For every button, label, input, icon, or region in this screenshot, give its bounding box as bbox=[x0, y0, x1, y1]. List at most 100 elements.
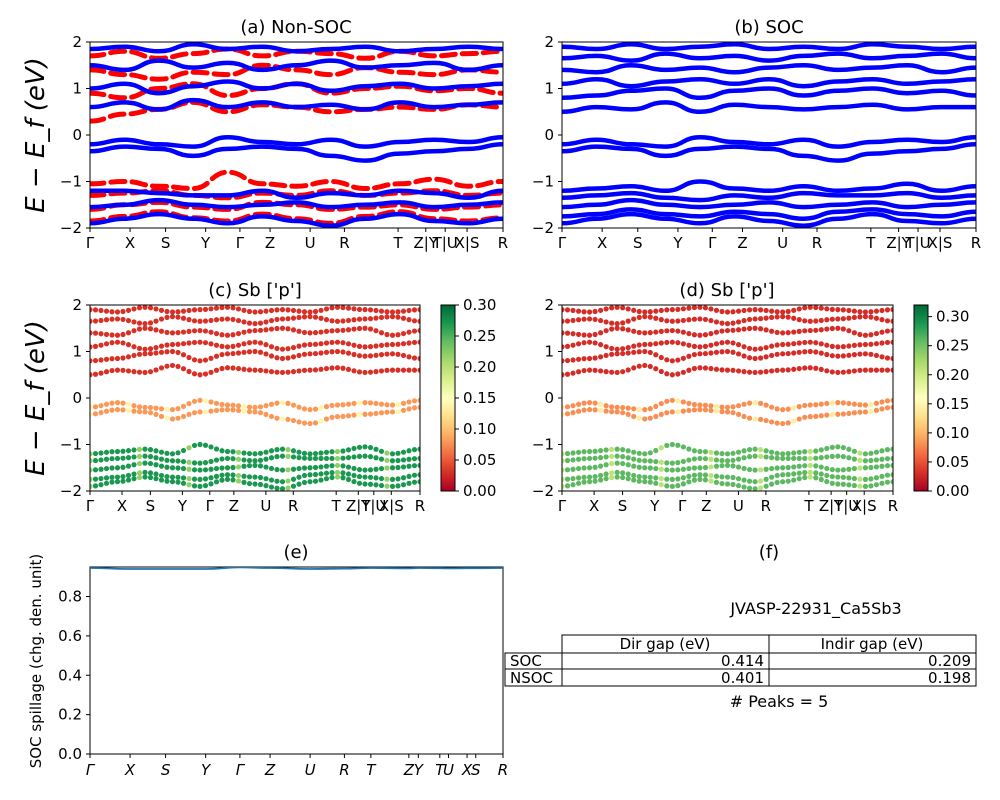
band-line bbox=[562, 179, 976, 194]
projected-band-point bbox=[230, 343, 236, 349]
projected-band-point bbox=[395, 401, 401, 408]
panelC-xtick-label: R bbox=[288, 497, 298, 515]
projected-band-point bbox=[312, 455, 319, 462]
projected-band-point bbox=[224, 407, 231, 413]
projected-band-point bbox=[609, 446, 615, 452]
projected-band-point bbox=[802, 328, 808, 334]
projected-band-point bbox=[741, 484, 747, 490]
panelD-xtick-label: Γ bbox=[678, 497, 687, 515]
projected-band-point bbox=[114, 407, 121, 413]
projected-band-point bbox=[829, 343, 835, 349]
projected-band-point bbox=[791, 315, 797, 321]
projected-band-point bbox=[741, 448, 747, 454]
projected-band-point bbox=[614, 469, 620, 475]
projected-band-point bbox=[598, 307, 604, 313]
projected-band-point bbox=[873, 367, 880, 373]
projected-band-point bbox=[835, 307, 841, 313]
projected-band-point bbox=[186, 466, 192, 472]
projected-band-point bbox=[389, 309, 396, 315]
projected-band-point bbox=[285, 485, 291, 491]
projected-band-point bbox=[356, 353, 363, 359]
projected-band-point bbox=[186, 368, 192, 375]
projected-band-point bbox=[664, 476, 670, 482]
projected-band-point bbox=[592, 478, 598, 484]
projected-band-point bbox=[846, 400, 852, 407]
projected-band-point bbox=[614, 346, 620, 352]
projected-band-point bbox=[636, 473, 642, 480]
projected-band-point bbox=[268, 317, 275, 324]
projected-band-point bbox=[136, 305, 143, 311]
projected-band-point bbox=[857, 450, 863, 456]
projected-band-point bbox=[581, 367, 587, 374]
panel-c-title: (c) Sb ['p'] bbox=[208, 280, 302, 301]
projected-band-point bbox=[340, 365, 346, 371]
projected-band-point bbox=[791, 418, 797, 424]
projected-band-point bbox=[208, 369, 214, 375]
projected-band-point bbox=[702, 464, 709, 471]
projected-band-point bbox=[586, 400, 593, 406]
projected-band-point bbox=[98, 370, 104, 376]
projected-band-point bbox=[257, 457, 264, 463]
projected-band-point bbox=[213, 400, 220, 406]
projected-band-point bbox=[564, 371, 571, 377]
projected-band-point bbox=[857, 342, 863, 348]
projected-band-point bbox=[213, 342, 220, 348]
projected-band-point bbox=[730, 463, 736, 469]
projected-band-point bbox=[164, 473, 170, 480]
projected-band-point bbox=[268, 344, 275, 350]
projected-band-point bbox=[356, 473, 363, 480]
projected-band-point bbox=[625, 306, 631, 312]
band-line bbox=[562, 63, 976, 75]
projected-band-point bbox=[312, 350, 319, 357]
projected-band-point bbox=[285, 453, 291, 459]
projected-band-point bbox=[785, 314, 791, 320]
projected-band-point bbox=[857, 476, 863, 482]
projected-band-point bbox=[614, 404, 620, 410]
projected-band-point bbox=[114, 474, 121, 480]
projected-band-point bbox=[807, 469, 813, 475]
projected-band-point bbox=[669, 476, 675, 482]
projected-band-point bbox=[730, 367, 736, 373]
projected-band-point bbox=[378, 314, 385, 321]
projected-band-point bbox=[384, 457, 390, 463]
projected-band-point bbox=[92, 467, 99, 473]
projected-band-point bbox=[186, 354, 192, 361]
projected-band-point bbox=[851, 308, 857, 314]
projected-band-point bbox=[351, 368, 357, 374]
projected-band-point bbox=[406, 473, 412, 479]
projected-band-point bbox=[98, 466, 104, 472]
projected-band-point bbox=[631, 365, 637, 371]
projected-band-point bbox=[208, 481, 214, 487]
projected-band-point bbox=[345, 317, 352, 324]
projected-band-point bbox=[669, 358, 675, 364]
panelA-ytick-label: −2 bbox=[60, 219, 82, 237]
projected-band-point bbox=[323, 404, 330, 410]
projected-band-point bbox=[636, 349, 642, 355]
projected-band-point bbox=[570, 450, 576, 456]
projected-band-point bbox=[180, 413, 187, 420]
projected-band-point bbox=[334, 305, 341, 310]
projected-band-point bbox=[697, 316, 703, 322]
projected-band-point bbox=[131, 408, 137, 414]
panelD-xtick-label: Y bbox=[649, 497, 660, 515]
projected-band-point bbox=[873, 352, 880, 359]
projected-band-point bbox=[367, 353, 374, 359]
projected-band-point bbox=[586, 407, 593, 413]
projected-band-point bbox=[395, 450, 401, 456]
projected-band-point bbox=[301, 479, 308, 486]
projected-band-point bbox=[92, 330, 99, 336]
projected-band-point bbox=[235, 449, 242, 455]
projected-band-point bbox=[691, 316, 698, 322]
projected-band-point bbox=[719, 450, 725, 457]
projected-band-point bbox=[191, 318, 198, 324]
projected-band-point bbox=[620, 326, 626, 332]
projected-band-point bbox=[769, 474, 775, 480]
projected-band-point bbox=[90, 411, 93, 417]
spillage-xtick-label: S bbox=[471, 761, 481, 779]
projected-band-point bbox=[603, 352, 609, 359]
projected-band-point bbox=[741, 455, 747, 461]
projected-band-point bbox=[197, 467, 203, 473]
projected-band-point bbox=[653, 475, 659, 481]
projected-band-point bbox=[92, 483, 99, 489]
projected-band-point bbox=[664, 460, 670, 466]
